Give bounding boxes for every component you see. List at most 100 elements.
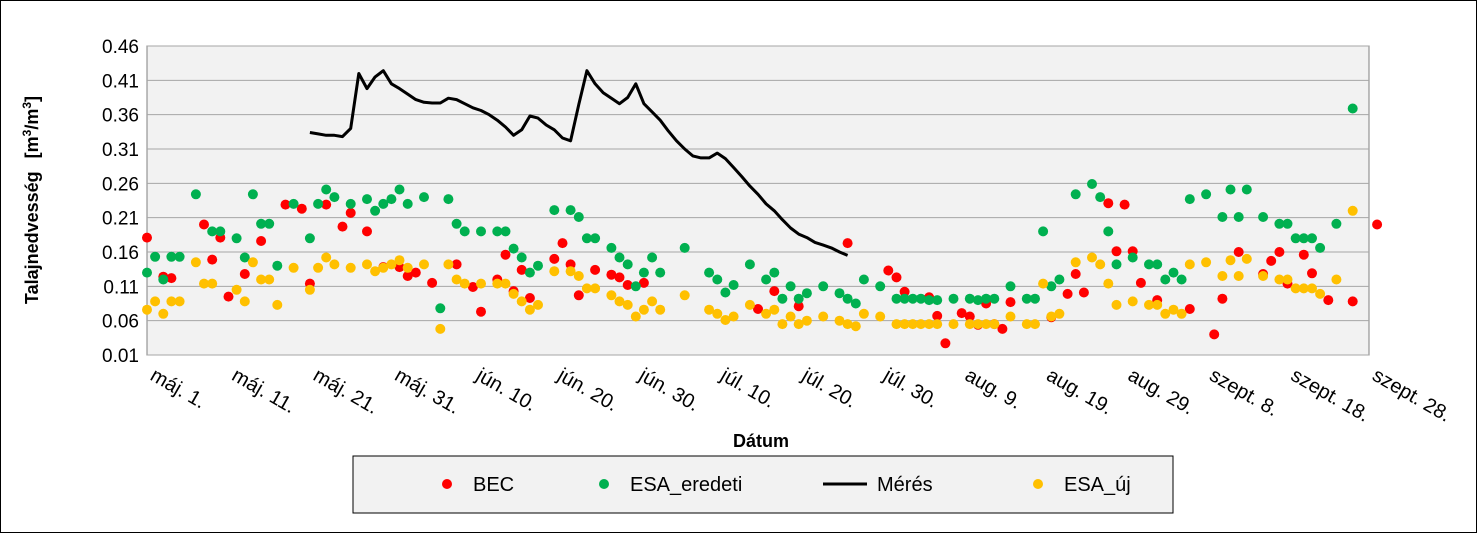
data-point-bec xyxy=(769,286,780,297)
data-point-bec xyxy=(883,265,894,276)
data-point-esa-eredeti xyxy=(850,298,861,309)
data-point-esa-j xyxy=(142,304,152,315)
data-point-esa-j xyxy=(769,304,780,315)
data-point-esa-eredeti xyxy=(1233,212,1244,222)
data-point-esa-j xyxy=(321,252,332,263)
data-point-bec xyxy=(337,221,348,232)
legend-dot-marker xyxy=(442,479,452,489)
data-point-esa-j xyxy=(728,311,739,322)
data-point-esa-j xyxy=(1111,299,1122,310)
x-tick-label: máj. 21. xyxy=(309,364,382,419)
data-point-esa-j xyxy=(1282,274,1293,285)
data-point-bec xyxy=(467,282,478,292)
data-point-esa-j xyxy=(704,304,715,315)
data-point-esa-j xyxy=(329,259,340,270)
data-point-esa-j xyxy=(1127,296,1138,307)
data-point-esa-eredeti xyxy=(150,251,161,262)
data-point-esa-j xyxy=(1233,271,1244,281)
data-point-esa-j xyxy=(777,319,788,330)
x-axis-ticks: máj. 1. máj. 11. máj. 21. máj. 31. jún. 10. j… xyxy=(147,364,1455,427)
data-point-bec xyxy=(753,304,763,314)
data-point-bec xyxy=(932,310,943,321)
data-point-bec xyxy=(956,308,967,319)
data-point-esa-eredeti xyxy=(1347,103,1358,114)
data-point-esa-j xyxy=(272,299,283,310)
data-point-esa-eredeti xyxy=(1274,218,1285,229)
legend-dot-marker xyxy=(599,479,609,489)
data-point-bec xyxy=(1307,268,1317,279)
data-point-esa-j xyxy=(1087,252,1097,263)
y-axis-title-main: Talajnedvesség xyxy=(22,171,42,304)
y-tick-label: 0.06 xyxy=(102,312,139,333)
data-point-esa-j xyxy=(614,296,625,307)
data-point-esa-j xyxy=(419,259,429,270)
y-tick-label: 0.21 xyxy=(102,209,139,230)
data-point-esa-eredeti xyxy=(459,226,470,237)
data-point-bec xyxy=(296,203,307,214)
data-point-esa-j xyxy=(435,323,446,334)
data-point-esa-j xyxy=(166,296,177,307)
data-point-esa-j xyxy=(1290,283,1301,294)
data-point-esa-j xyxy=(720,315,731,325)
legend-dot-marker xyxy=(1033,479,1043,489)
data-point-esa-eredeti xyxy=(1152,259,1163,270)
data-point-esa-eredeti xyxy=(655,267,666,278)
data-point-bec xyxy=(1372,219,1383,230)
data-point-esa-eredeti xyxy=(989,293,1000,304)
data-point-esa-j xyxy=(451,274,462,285)
data-point-esa-j xyxy=(549,266,560,277)
x-tick-label: máj. 11. xyxy=(228,364,299,418)
data-point-esa-eredeti xyxy=(679,242,690,253)
data-point-esa-j xyxy=(1241,253,1252,264)
data-point-esa-eredeti xyxy=(516,252,527,263)
data-point-esa-eredeti xyxy=(1217,212,1228,222)
data-point-bec xyxy=(476,306,486,317)
data-point-esa-eredeti xyxy=(1021,293,1032,304)
data-point-esa-j xyxy=(899,319,910,330)
data-point-esa-eredeti xyxy=(573,212,584,222)
data-point-bec xyxy=(1217,293,1228,304)
data-point-esa-j xyxy=(1070,257,1081,268)
data-point-esa-j xyxy=(1258,271,1269,281)
data-point-esa-eredeti xyxy=(1103,226,1114,237)
data-point-bec xyxy=(549,253,560,264)
data-point-esa-j xyxy=(345,262,356,273)
data-point-bec xyxy=(516,264,527,275)
data-point-bec xyxy=(622,280,633,290)
data-point-bec xyxy=(321,199,332,210)
data-point-esa-eredeti xyxy=(451,218,462,229)
data-point-esa-eredeti xyxy=(256,218,267,229)
data-point-esa-eredeti xyxy=(158,274,169,285)
data-point-esa-eredeti xyxy=(1315,242,1326,253)
y-tick-label: 0.11 xyxy=(103,277,139,298)
y-tick-label: 0.16 xyxy=(102,243,139,264)
y-tick-label: 0.36 xyxy=(102,106,139,127)
data-point-bec xyxy=(842,238,853,249)
data-point-esa-j xyxy=(850,321,861,332)
data-point-esa-j xyxy=(1038,278,1049,289)
data-point-bec xyxy=(590,264,601,275)
data-point-bec xyxy=(573,290,584,301)
data-point-esa-eredeti xyxy=(1054,274,1065,285)
data-point-esa-eredeti xyxy=(1038,226,1049,237)
data-point-bec xyxy=(793,301,804,312)
data-point-esa-eredeti xyxy=(1225,184,1236,195)
data-point-esa-j xyxy=(402,262,413,273)
data-point-esa-j xyxy=(858,308,869,319)
data-point-esa-eredeti xyxy=(190,189,201,200)
data-point-bec xyxy=(410,267,421,278)
data-point-esa-eredeti xyxy=(247,189,258,200)
data-point-esa-j xyxy=(989,319,1000,330)
data-point-esa-eredeti xyxy=(915,293,926,304)
data-point-esa-j xyxy=(630,311,641,322)
legend-item: BEC xyxy=(442,474,514,496)
data-point-esa-eredeti xyxy=(321,184,332,195)
data-point-esa-eredeti xyxy=(362,194,372,205)
data-point-esa-j xyxy=(304,284,315,295)
data-point-esa-eredeti xyxy=(533,260,543,271)
data-point-esa-eredeti xyxy=(370,205,381,216)
data-point-esa-j xyxy=(386,259,397,270)
data-point-esa-j xyxy=(1021,319,1032,330)
data-point-esa-eredeti xyxy=(1307,233,1317,244)
